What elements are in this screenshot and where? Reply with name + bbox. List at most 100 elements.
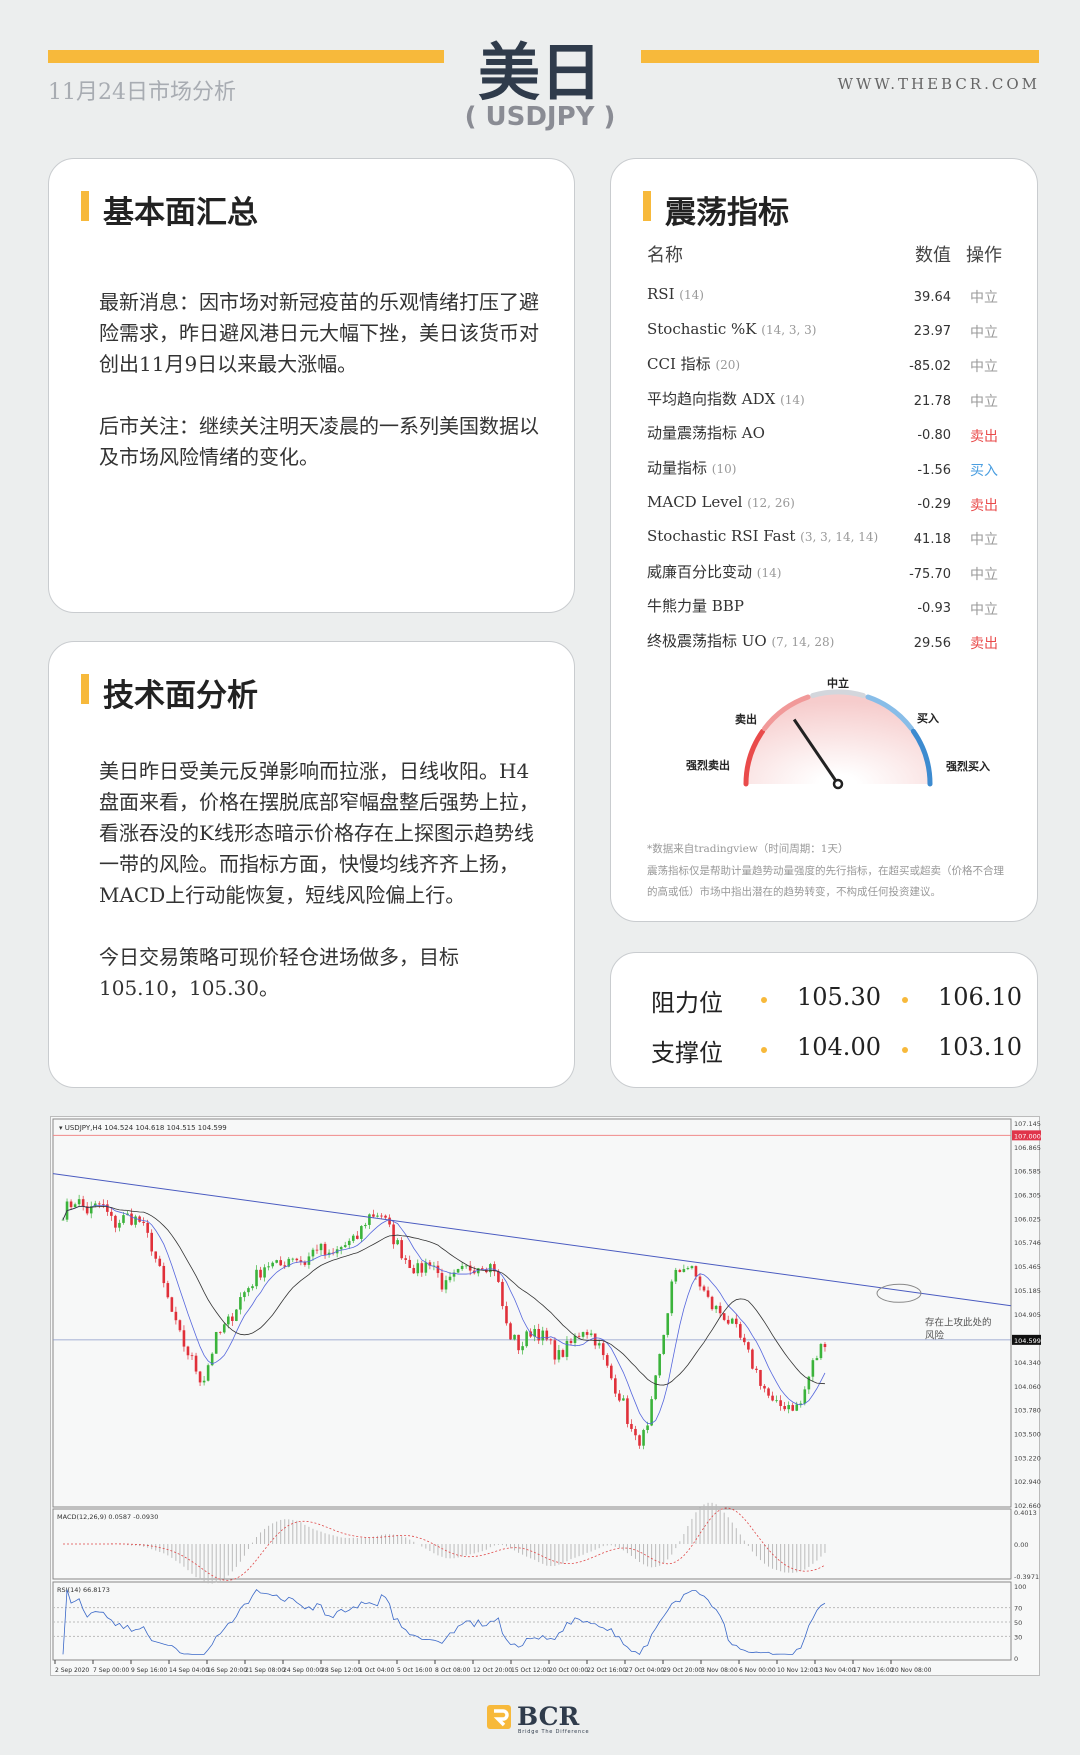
candle-body [517, 1334, 520, 1351]
candle-body [597, 1343, 601, 1346]
candle-body [150, 1232, 153, 1252]
indicator-params: (14) [780, 392, 805, 407]
indicator-name: 终极震荡指标 UO (7, 14, 28) [647, 631, 835, 650]
annotation-text: 存在上攻此处的 [925, 1316, 992, 1328]
fundamental-text: 最新消息：因市场对新冠疫苗的乐观情绪打压了避险需求，昨日避风港日元大幅下挫，美日… [99, 287, 544, 504]
indicator-action: 中立 [970, 359, 998, 376]
x-tick-label: 13 Nov 04:00 [815, 1667, 856, 1674]
candle-body [755, 1368, 758, 1370]
header-bar-right [641, 50, 1039, 63]
candle-body [392, 1224, 395, 1245]
candle-body [767, 1388, 770, 1396]
candle-body [630, 1423, 633, 1429]
candle-body [751, 1349, 754, 1369]
logo-text: BCR [517, 1702, 579, 1731]
candle-body [122, 1215, 125, 1223]
candle-body [214, 1331, 218, 1354]
candle-body [658, 1353, 661, 1376]
oscillator-row: 牛熊力量 BBP -0.93 中立 [647, 588, 1007, 623]
candle-body [239, 1297, 242, 1310]
candle-body [73, 1204, 77, 1208]
candle-body [666, 1313, 670, 1335]
site-link[interactable]: WWW.THEBCR.COM [837, 75, 1040, 93]
candle-body [198, 1371, 202, 1383]
candle-body [102, 1204, 105, 1205]
candle-body [291, 1258, 295, 1260]
candle-body [690, 1266, 694, 1269]
candle-body [210, 1353, 214, 1366]
y-tick-label: 104.060 [1014, 1383, 1041, 1391]
candle-body [747, 1342, 750, 1350]
candle-body [593, 1333, 597, 1346]
candle-body [815, 1358, 819, 1361]
y-tick-label: 105.465 [1014, 1263, 1041, 1271]
candle-body [601, 1343, 605, 1356]
moving-average-line [62, 1205, 825, 1386]
y-tick-label: 106.585 [1014, 1168, 1041, 1176]
candle-body [609, 1365, 613, 1379]
rsi-tick-label: 50 [1014, 1619, 1022, 1627]
candle-body [428, 1262, 432, 1266]
col-value: 数值 [915, 245, 951, 266]
candle-body [380, 1215, 383, 1217]
resistance-1: 105.30 [797, 983, 881, 1011]
indicator-value: 29.56 [913, 635, 951, 651]
gauge-segment [743, 728, 766, 787]
x-tick-label: 7 Sep 00:00 [93, 1667, 129, 1674]
candle-body [783, 1406, 786, 1410]
indicator-value: -75.70 [909, 566, 951, 582]
candle-body [178, 1320, 182, 1331]
candle-body [77, 1199, 81, 1205]
oscillator-row: Stochastic %K (14, 3, 3) 23.97 中立 [647, 312, 1007, 347]
candle-body [545, 1330, 549, 1340]
indicator-action: 中立 [970, 394, 998, 411]
support-2: 103.10 [938, 1033, 1022, 1061]
x-tick-label: 22 Oct 16:00 [587, 1667, 626, 1674]
candle-body [710, 1296, 714, 1310]
candle-body [501, 1281, 504, 1307]
indicator-name: CCI 指标 (20) [647, 354, 741, 373]
indicator-action: 中立 [970, 290, 998, 307]
price-chart[interactable]: ▾ USDJPY,H4 104.524 104.618 104.515 104.… [50, 1116, 1041, 1676]
indicator-params: (3, 3, 14, 14) [800, 530, 879, 545]
candle-body [146, 1222, 149, 1233]
candle-body [456, 1269, 460, 1273]
candle-body [364, 1224, 367, 1227]
candle-body [372, 1214, 375, 1217]
x-tick-label: 1 Oct 04:00 [359, 1667, 394, 1674]
macd-label: MACD(12,26,9) 0.0587 -0.0930 [57, 1513, 158, 1521]
support-1: 104.00 [797, 1033, 881, 1061]
candle-body [343, 1245, 347, 1248]
disclaimer-note: 震荡指标仅是帮助计量趋势动量强度的先行指标，在超买或超卖（价格不合理的高或低）市… [647, 865, 1004, 898]
candle-body [565, 1340, 569, 1357]
candle-body [787, 1405, 790, 1410]
indicator-action: 中立 [970, 532, 998, 549]
candle-body [823, 1344, 827, 1348]
y-tick-label: 103.500 [1014, 1430, 1041, 1438]
candle-body [722, 1313, 726, 1320]
candle-body [561, 1350, 565, 1357]
candle-body [311, 1249, 315, 1257]
candle-body [759, 1369, 762, 1386]
x-tick-label: 20 Nov 08:00 [891, 1667, 932, 1674]
candle-body [194, 1355, 198, 1372]
candle-body [448, 1276, 452, 1281]
candle-body [569, 1340, 573, 1344]
candle-body [811, 1360, 815, 1377]
candle-body [714, 1305, 718, 1310]
indicator-name: 牛熊力量 BBP [647, 597, 744, 616]
candle-body [206, 1365, 210, 1381]
bullet-dot [902, 997, 908, 1003]
candle-body [130, 1213, 133, 1225]
candle-body [476, 1268, 480, 1274]
technical-paragraph: 今日交易策略可现价轻仓进场做多，目标105.10，105.30。 [99, 945, 459, 1000]
oscillator-title: 震荡指标 [643, 187, 789, 232]
candle-body [319, 1243, 323, 1251]
oscillator-row: 动量指标 (10) -1.56 买入 [647, 450, 1007, 485]
macd-panel [52, 1508, 1012, 1580]
y-tick-label: 107.145 [1014, 1120, 1041, 1128]
indicator-name: Stochastic RSI Fast (3, 3, 14, 14) [647, 527, 879, 546]
candle-body [279, 1260, 283, 1266]
fundamental-card: 基本面汇总 最新消息：因市场对新冠疫苗的乐观情绪打压了避险需求，昨日避风港日元大… [48, 158, 575, 613]
indicator-action: 买入 [970, 463, 998, 480]
